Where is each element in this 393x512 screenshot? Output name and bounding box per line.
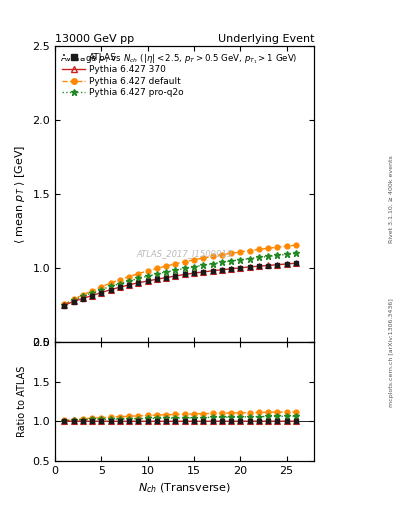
Text: Underlying Event: Underlying Event <box>218 33 314 44</box>
Y-axis label: $\langle$ mean $p_T$ $\rangle$ [GeV]: $\langle$ mean $p_T$ $\rangle$ [GeV] <box>13 144 27 244</box>
Text: Rivet 3.1.10, ≥ 400k events: Rivet 3.1.10, ≥ 400k events <box>389 156 393 243</box>
X-axis label: $N_{ch}$ (Transverse): $N_{ch}$ (Transverse) <box>138 481 231 495</box>
Legend: ATLAS, Pythia 6.427 370, Pythia 6.427 default, Pythia 6.427 pro-q2o: ATLAS, Pythia 6.427 370, Pythia 6.427 de… <box>59 51 187 100</box>
Text: Average $p_T$ vs $N_{ch}$ ($|\eta| < 2.5$, $p_T > 0.5$ GeV, $p_{T_1} > 1$ GeV): Average $p_T$ vs $N_{ch}$ ($|\eta| < 2.5… <box>60 52 298 66</box>
Text: ATLAS_2017_I1509919: ATLAS_2017_I1509919 <box>137 249 233 258</box>
Text: mcplots.cern.ch [arXiv:1306.3436]: mcplots.cern.ch [arXiv:1306.3436] <box>389 298 393 407</box>
Y-axis label: Ratio to ATLAS: Ratio to ATLAS <box>17 366 27 437</box>
Text: 13000 GeV pp: 13000 GeV pp <box>55 33 134 44</box>
